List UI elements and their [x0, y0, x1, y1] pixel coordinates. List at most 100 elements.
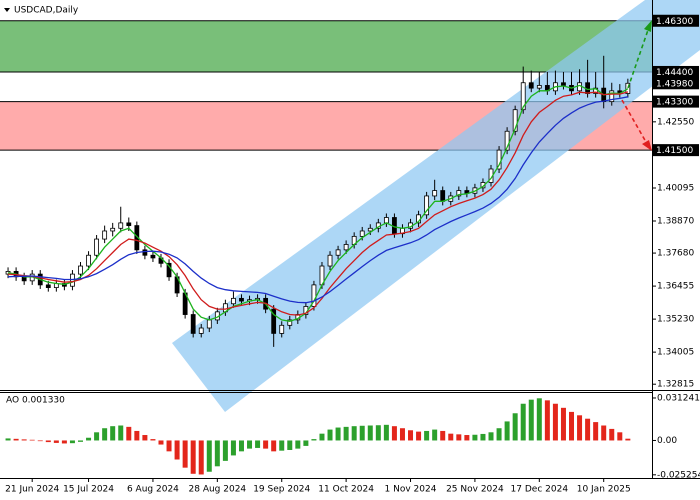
candle-body: [625, 82, 631, 94]
current-price-box: [653, 77, 699, 90]
ao-bar: [37, 440, 43, 442]
y-tick-label: 1.38870: [657, 217, 694, 227]
ao-bar: [150, 439, 156, 441]
ao-bar: [174, 440, 180, 460]
candle-body: [424, 195, 430, 216]
y-tick-label: 1.40095: [657, 183, 694, 193]
y-tick-label: 1.35230: [657, 315, 694, 325]
ao-bar: [432, 429, 438, 441]
candle-body: [94, 238, 99, 256]
ao-bar: [230, 440, 236, 456]
ao-bar: [271, 440, 277, 452]
candle-body: [45, 284, 51, 288]
ao-bar: [21, 439, 27, 441]
ao-bar: [359, 425, 365, 441]
candle-body: [198, 327, 204, 334]
ao-bar: [77, 440, 83, 442]
ao-bar: [577, 415, 583, 441]
candle-body: [520, 82, 526, 111]
x-tick-label: 17 Dec 2024: [511, 485, 569, 495]
ao-bar: [311, 439, 317, 441]
ao-bar: [480, 433, 486, 441]
ao-bar: [182, 440, 188, 468]
ao-bar: [247, 440, 253, 449]
moving-average: [7, 91, 629, 316]
x-tick-label: 25 Nov 2024: [446, 485, 504, 495]
ao-bar: [13, 438, 19, 441]
ao-bar: [625, 438, 631, 441]
ao-bar: [504, 421, 510, 441]
down-arrowhead: [642, 140, 652, 151]
candle-body: [287, 319, 293, 326]
y-tick-label: 1.34005: [657, 348, 694, 358]
ao-bar: [448, 433, 454, 441]
ao-bar: [520, 403, 526, 441]
ao-bar: [86, 437, 92, 441]
candle-body: [440, 190, 446, 202]
x-tick-label: 21 Jun 2024: [5, 485, 59, 495]
ao-bar: [512, 413, 518, 441]
ao-bar: [399, 428, 405, 441]
candle-body: [86, 254, 91, 267]
ao-bar: [464, 435, 470, 441]
x-tick-label: 28 Aug 2024: [189, 485, 247, 495]
ao-tick-label: -0.025254: [657, 470, 700, 480]
ao-bar: [383, 424, 389, 441]
ao-tick-label: 0.031241: [657, 393, 700, 403]
ao-bar: [617, 432, 623, 441]
x-tick-label: 10 Jan 2025: [577, 485, 631, 495]
ao-bar: [29, 439, 35, 441]
ao-bar: [94, 432, 100, 441]
y-tick-label: 1.32815: [657, 380, 694, 390]
ao-bar: [110, 426, 116, 441]
ao-bar: [142, 435, 148, 441]
candle-body: [110, 227, 116, 232]
level-label: 1.46300: [656, 17, 693, 27]
candle-body: [118, 222, 124, 229]
ao-bar: [472, 434, 478, 441]
x-tick-label: 6 Aug 2024: [127, 485, 179, 495]
candle-body: [70, 273, 75, 287]
ao-tick-label: 0.00: [657, 436, 677, 446]
x-tick-label: 19 Sep 2024: [253, 485, 310, 495]
ao-bar: [536, 398, 542, 441]
up-arrowhead: [644, 20, 652, 32]
zones: [0, 20, 652, 151]
moving-average: [7, 96, 629, 304]
level-box: [653, 144, 699, 157]
candle-body: [343, 244, 349, 251]
ao-bar: [528, 399, 534, 441]
ao-bar: [158, 440, 164, 445]
ao-bar: [190, 440, 196, 474]
ao-bar: [263, 440, 269, 449]
current-price-label: 1.43980: [656, 79, 693, 89]
candle-body: [432, 190, 438, 197]
candle-body: [359, 230, 365, 237]
x-tick-label: 15 Jul 2024: [63, 485, 114, 495]
candle-body: [512, 109, 518, 132]
candle-body: [78, 265, 83, 275]
ao-bar: [327, 429, 333, 441]
candle-body: [231, 297, 236, 305]
ao-bar: [319, 433, 325, 441]
candle-body: [271, 308, 277, 334]
level-label: 1.44400: [656, 68, 693, 78]
ao-bar: [343, 426, 349, 441]
level-label: 1.41500: [656, 146, 693, 156]
ao-bar: [408, 430, 414, 441]
ao-bar: [303, 440, 309, 446]
ao-bar: [295, 440, 301, 449]
ao-bar: [238, 440, 244, 452]
level-box: [653, 14, 699, 27]
candle-body: [536, 85, 542, 89]
ao-bar: [102, 428, 108, 441]
candle-body: [383, 217, 389, 224]
candle-body: [367, 227, 373, 232]
ao-bar: [118, 425, 124, 441]
candle-body: [150, 254, 156, 259]
y-tick-label: 1.36455: [657, 282, 694, 292]
candle-body: [609, 90, 615, 103]
ao-bar: [198, 440, 204, 475]
candle-body: [239, 297, 244, 302]
